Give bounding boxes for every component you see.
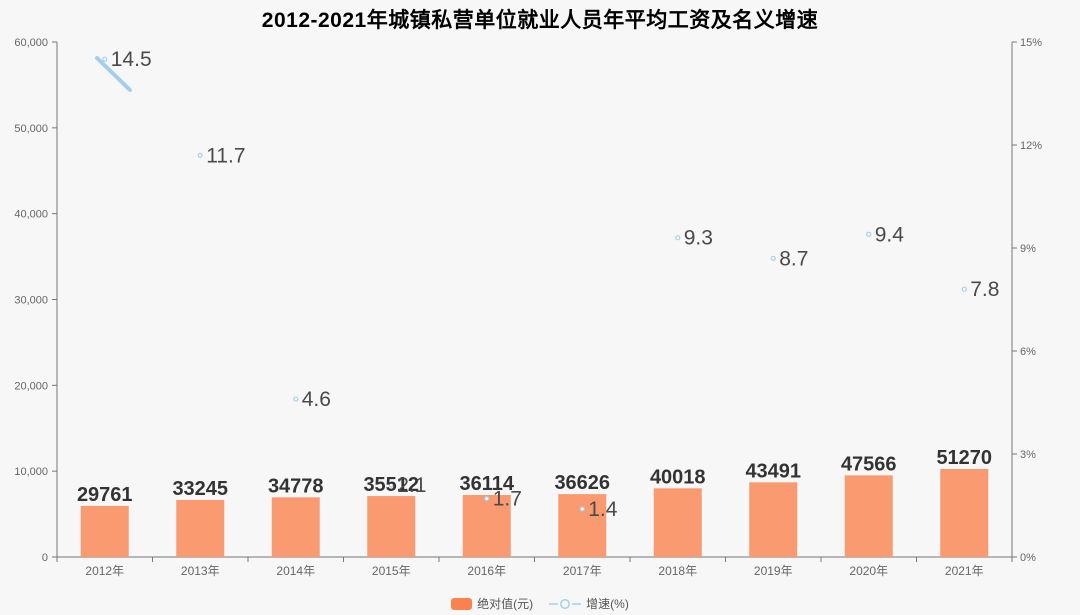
- growth-value-label: 4.6: [302, 388, 331, 411]
- left-axis-tick-label: 30,000: [14, 295, 48, 307]
- x-axis-category-label: 2019年: [754, 564, 793, 578]
- left-axis-tick-label: 10,000: [14, 466, 48, 478]
- bar-value-label: 36626: [554, 472, 610, 494]
- growth-line-marker: [102, 56, 108, 62]
- legend-label-growth-rate: 增速(%): [586, 597, 629, 611]
- bar-2020年[interactable]: [844, 475, 893, 557]
- x-axis-category-label: 2016年: [467, 564, 506, 578]
- right-axis-tick-label: 3%: [1020, 449, 1036, 461]
- growth-value-label: 14.5: [111, 48, 152, 71]
- growth-value-label: 1.7: [493, 488, 522, 511]
- bar-2016年[interactable]: [462, 495, 511, 557]
- right-axis-tick-label: 9%: [1020, 243, 1036, 255]
- bar-value-label: 36114: [459, 473, 514, 495]
- bar-2019年[interactable]: [749, 482, 798, 557]
- bar-2017年[interactable]: [558, 494, 607, 557]
- growth-value-label: 9.4: [875, 223, 905, 246]
- bar-value-label: 34778: [268, 475, 324, 497]
- bar-2012年[interactable]: [80, 505, 129, 557]
- growth-line-marker: [961, 286, 967, 292]
- x-axis-category-label: 2012年: [85, 564, 124, 578]
- bar-value-label: 51270: [936, 447, 992, 469]
- right-axis-tick-label: 12%: [1020, 140, 1042, 152]
- growth-line-marker: [197, 152, 203, 158]
- growth-value-label: 7.8: [970, 278, 999, 301]
- legend-item-growth-rate[interactable]: 增速(%): [549, 595, 629, 612]
- legend-label-absolute-value: 绝对值(元): [477, 597, 534, 611]
- left-axis-tick-label: 0: [42, 552, 48, 564]
- bar-value-label: 35512: [363, 474, 419, 496]
- bar-2015年[interactable]: [367, 496, 416, 557]
- x-axis-category-label: 2017年: [563, 564, 602, 578]
- growth-line-marker: [293, 396, 299, 402]
- right-axis-tick-label: 6%: [1020, 346, 1036, 358]
- right-axis-tick-label: 15%: [1020, 37, 1042, 49]
- left-axis-tick-label: 60,000: [14, 37, 48, 49]
- legend-item-absolute-value[interactable]: 绝对值(元): [451, 595, 533, 612]
- growth-line-marker: [866, 231, 872, 237]
- growth-value-label: 2.1: [397, 474, 426, 497]
- chart-legend: 绝对值(元) 增速(%): [0, 595, 1080, 612]
- bar-2018年[interactable]: [653, 488, 702, 557]
- x-axis-category-label: 2021年: [945, 564, 984, 578]
- x-axis-category-label: 2018年: [658, 564, 697, 578]
- growth-line-marker: [484, 496, 490, 502]
- bar-value-label: 47566: [841, 453, 897, 475]
- chart-title: 2012-2021年城镇私营单位就业人员年平均工资及名义增速: [261, 9, 819, 32]
- bar-value-label: 43491: [745, 460, 801, 482]
- growth-value-label: 9.3: [684, 227, 713, 250]
- bar-2013年[interactable]: [176, 499, 225, 557]
- left-axis-tick-label: 50,000: [14, 123, 48, 135]
- growth-line-marker: [770, 255, 776, 261]
- x-axis-category-label: 2015年: [372, 564, 411, 578]
- bar-value-label: 29761: [77, 484, 133, 506]
- bar-series-swatch-icon: [451, 597, 473, 610]
- growth-line-partial-segment: [95, 56, 132, 92]
- bar-2014年[interactable]: [271, 497, 320, 557]
- bar-value-label: 40018: [650, 466, 706, 488]
- growth-value-label: 8.7: [779, 247, 808, 270]
- growth-line-marker: [579, 506, 585, 512]
- growth-value-label: 1.4: [588, 498, 618, 521]
- right-axis-tick-label: 0%: [1020, 552, 1036, 564]
- line-series-marker-icon: [549, 598, 582, 610]
- x-axis-category-label: 2014年: [276, 564, 315, 578]
- bar-2021年[interactable]: [940, 468, 989, 557]
- x-axis-category-label: 2020年: [849, 564, 888, 578]
- left-axis-tick-label: 20,000: [14, 380, 48, 392]
- bar-value-label: 33245: [172, 478, 228, 500]
- growth-line-marker: [388, 482, 394, 488]
- growth-value-label: 11.7: [206, 144, 245, 167]
- growth-line-marker: [675, 235, 681, 241]
- left-axis-tick-label: 40,000: [14, 209, 48, 221]
- x-axis-category-label: 2013年: [181, 564, 220, 578]
